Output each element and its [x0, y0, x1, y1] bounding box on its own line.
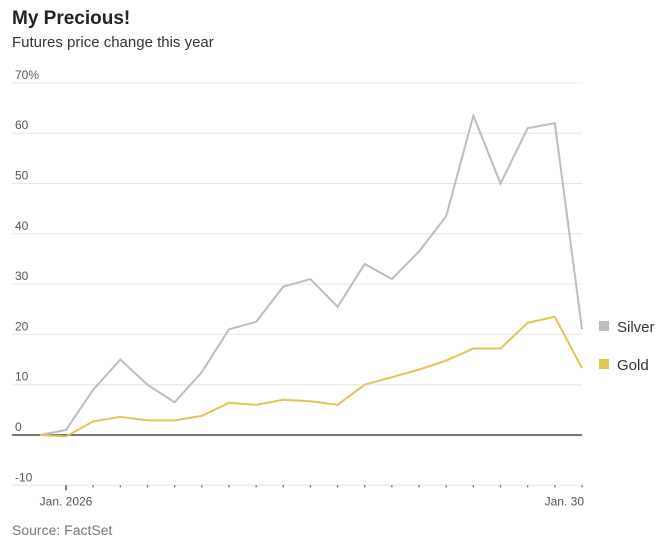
legend-label-silver: Silver [617, 319, 655, 336]
chart-title: My Precious! [12, 8, 131, 29]
y-tick-label: 20 [15, 319, 29, 333]
y-tick-label: 60 [15, 118, 29, 132]
chart-subtitle: Futures price change this year [12, 34, 214, 51]
source-note: Source: FactSet [12, 522, 113, 538]
x-tick-label: Jan. 2026 [40, 494, 93, 508]
y-tick-label: 50 [15, 169, 29, 183]
y-tick-label: 30 [15, 269, 29, 283]
y-tick-label: 70% [15, 68, 39, 82]
series-line-silver [39, 112, 583, 436]
y-tick-label: -10 [15, 470, 33, 484]
legend-swatch-gold [599, 359, 609, 369]
legend-label-gold: Gold [617, 357, 649, 374]
y-tick-label: 0 [15, 420, 22, 434]
legend-swatch-silver [599, 321, 609, 331]
y-tick-label: 10 [15, 370, 29, 384]
x-tick-label: Jan. 30 [545, 494, 585, 508]
y-tick-label: 40 [15, 219, 29, 233]
